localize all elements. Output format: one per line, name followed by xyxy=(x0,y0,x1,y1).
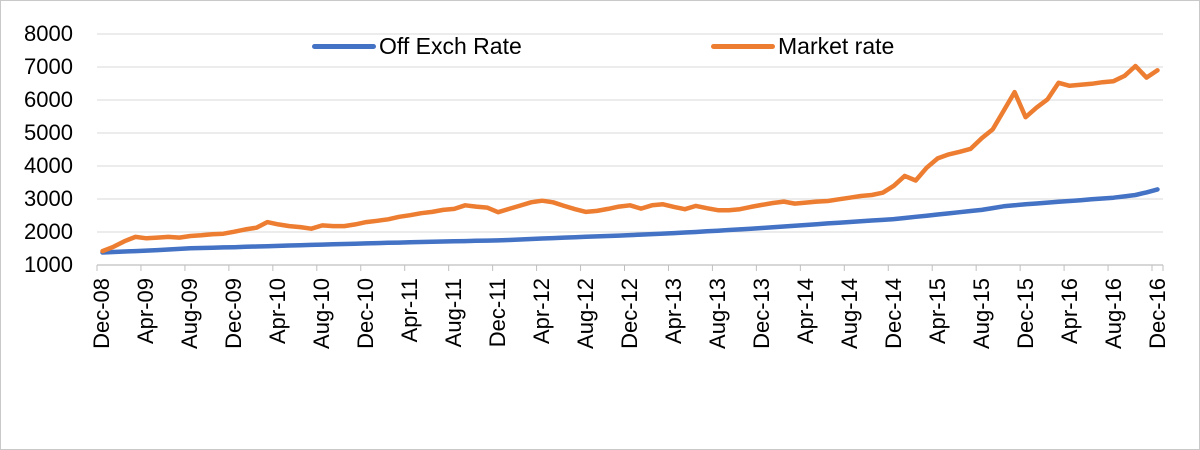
y-tick-label-2000: 2000 xyxy=(24,219,73,244)
x-tick-label-aug-09: Aug-09 xyxy=(177,278,203,349)
x-tick-label-dec-08: Dec-08 xyxy=(89,278,115,349)
x-tick-label-aug-11: Aug-11 xyxy=(441,278,467,348)
x-tick-label-dec-16: Dec-16 xyxy=(1144,278,1170,349)
x-tick-label-dec-10: Dec-10 xyxy=(353,278,379,349)
y-tick-label-6000: 6000 xyxy=(24,87,73,112)
x-tick-label-aug-12: Aug-12 xyxy=(573,278,599,349)
x-tick-label-dec-15: Dec-15 xyxy=(1012,278,1038,349)
x-tick-label-aug-15: Aug-15 xyxy=(968,278,994,349)
x-tick-label-apr-16: Apr-16 xyxy=(1056,278,1082,345)
y-tick-label-1000: 1000 xyxy=(24,252,73,277)
x-tick-label-aug-13: Aug-13 xyxy=(704,278,730,349)
x-tick-label-dec-09: Dec-09 xyxy=(221,278,247,349)
legend-marker-market-rate xyxy=(711,43,775,49)
x-tick-label-aug-10: Aug-10 xyxy=(309,278,335,349)
x-tick-label-dec-13: Dec-13 xyxy=(748,278,774,349)
x-tick-label-aug-16: Aug-16 xyxy=(1100,278,1126,349)
x-tick-label-aug-14: Aug-14 xyxy=(836,278,862,349)
legend-label-off-exch-rate: Off Exch Rate xyxy=(379,33,522,59)
legend-item-off-exch-rate: Off Exch Rate xyxy=(312,33,522,59)
series-line-market-rate xyxy=(100,63,1160,254)
x-tick-label-apr-12: Apr-12 xyxy=(529,278,555,345)
x-tick-label-dec-11: Dec-11 xyxy=(485,278,511,348)
x-tick-label-apr-14: Apr-14 xyxy=(792,278,818,345)
x-tick-label-apr-11: Apr-11 xyxy=(397,278,423,343)
legend-label-market-rate: Market rate xyxy=(778,33,895,59)
legend-marker-off-exch-rate xyxy=(312,43,376,49)
y-tick-label-4000: 4000 xyxy=(24,153,73,178)
y-tick-label-8000: 8000 xyxy=(24,21,73,46)
x-tick-label-apr-13: Apr-13 xyxy=(660,278,686,345)
y-tick-label-3000: 3000 xyxy=(24,186,73,211)
legend-item-market-rate: Market rate xyxy=(711,33,894,59)
x-tick-label-apr-09: Apr-09 xyxy=(133,278,159,345)
y-tick-label-7000: 7000 xyxy=(24,54,73,79)
x-tick-label-dec-12: Dec-12 xyxy=(617,278,642,349)
series-line-off-exch-rate xyxy=(100,187,1160,255)
x-tick-label-dec-14: Dec-14 xyxy=(880,278,906,349)
x-tick-label-apr-10: Apr-10 xyxy=(265,278,291,345)
x-tick-label-apr-15: Apr-15 xyxy=(924,278,950,345)
y-tick-label-5000: 5000 xyxy=(24,120,73,145)
